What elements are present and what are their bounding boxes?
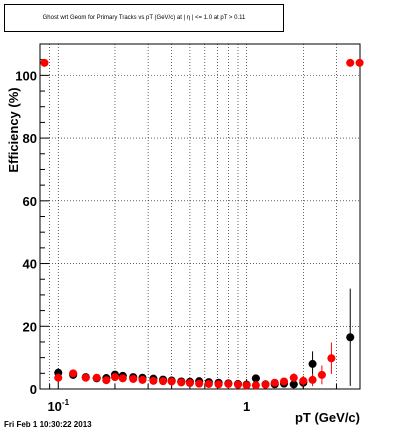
y-tick-label: 0	[30, 382, 37, 397]
axes	[39, 43, 361, 390]
data-point	[129, 374, 138, 383]
data-point	[204, 379, 213, 388]
data-point	[92, 373, 101, 382]
y-tick-label: 100	[15, 68, 37, 83]
data-point	[233, 380, 242, 389]
y-tick-label: 60	[23, 194, 37, 209]
series-1	[40, 58, 364, 390]
data-point	[40, 58, 49, 67]
footer-timestamp: Fri Feb 1 10:30:22 2013	[4, 420, 92, 429]
chart-title-box: Ghost wrt Geom for Primary Tracks vs pT …	[4, 4, 284, 32]
data-point	[242, 381, 251, 390]
data-point	[317, 370, 326, 379]
data-point	[102, 376, 111, 385]
data-point	[138, 375, 147, 384]
x-axis-label: pT (GeV/c)	[295, 410, 360, 425]
y-axis-label: Efficiency (%)	[6, 87, 21, 172]
y-tick-label: 80	[23, 131, 37, 146]
data-point	[214, 380, 223, 389]
data-point	[299, 376, 308, 385]
data-point	[54, 373, 63, 382]
data-point	[185, 379, 194, 388]
data-point	[327, 354, 336, 363]
data-point	[308, 359, 317, 368]
x-tick-label: 10-1	[47, 398, 69, 414]
data-point	[280, 377, 289, 386]
data-point	[159, 377, 168, 386]
plot-frame	[39, 43, 361, 390]
grid	[39, 44, 361, 389]
data-point	[81, 373, 90, 382]
chart-title: Ghost wrt Geom for Primary Tracks vs pT …	[42, 15, 246, 21]
y-tick-label: 20	[23, 319, 37, 334]
data-series	[40, 58, 364, 390]
tick-labels: 0 20 40 60 80 100 10-1 1	[15, 68, 250, 414]
data-point	[251, 374, 260, 383]
data-point	[224, 379, 233, 388]
data-point	[289, 373, 298, 382]
data-point	[167, 377, 176, 386]
data-point	[346, 58, 355, 67]
data-point	[289, 380, 298, 389]
x-tick-label: 1	[243, 399, 250, 414]
data-point	[195, 379, 204, 388]
data-point	[261, 380, 270, 389]
series-0	[54, 288, 355, 389]
y-tick-label: 40	[23, 257, 37, 272]
data-point	[110, 373, 119, 382]
data-point	[177, 378, 186, 387]
data-point	[251, 381, 260, 390]
data-point	[346, 333, 355, 342]
data-point	[69, 369, 78, 378]
data-point	[149, 376, 158, 385]
data-point	[270, 378, 279, 387]
data-point	[308, 375, 317, 384]
data-point	[355, 58, 364, 67]
data-point	[118, 374, 127, 383]
